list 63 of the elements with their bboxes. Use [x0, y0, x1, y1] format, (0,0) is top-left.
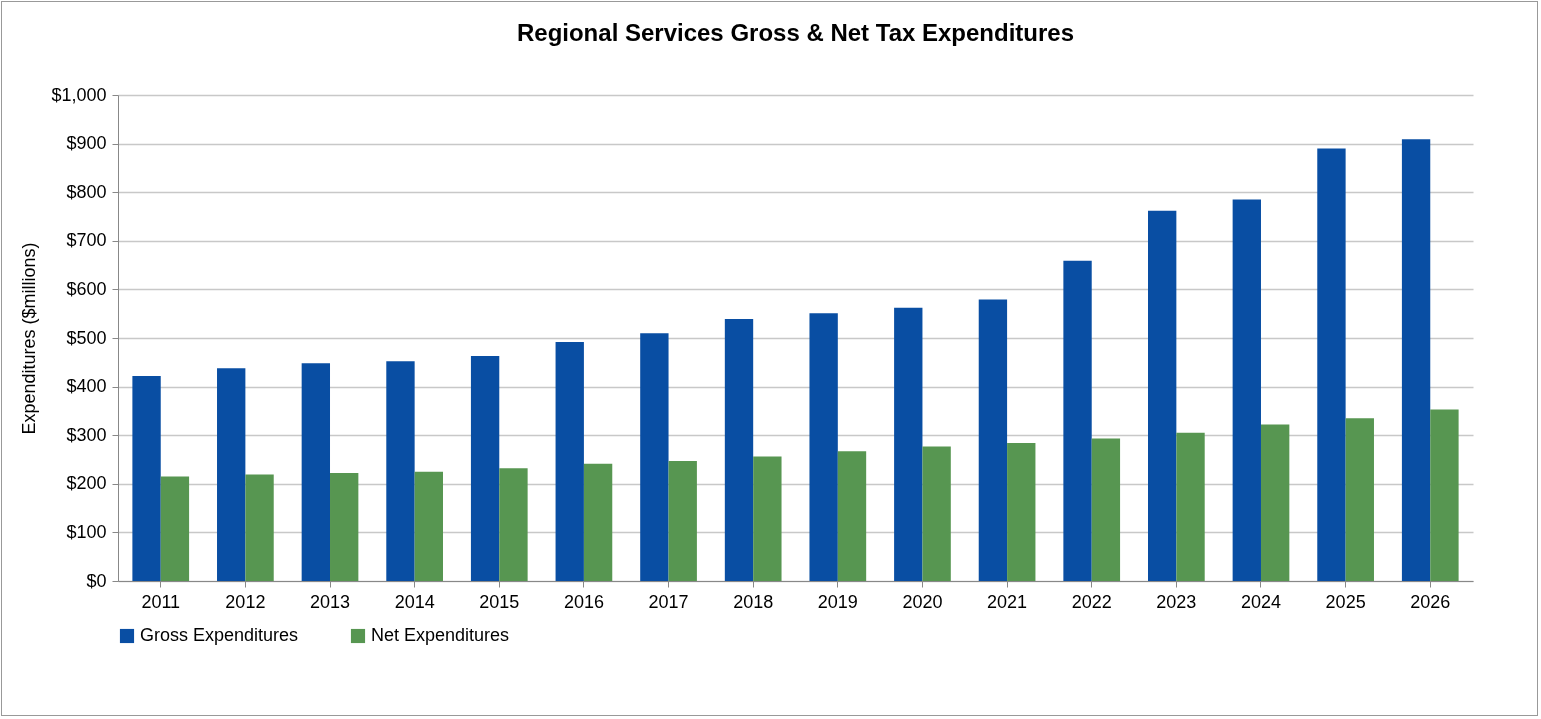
bar [640, 333, 669, 581]
legend-label: Net Expenditures [371, 625, 510, 645]
y-tick-label: $100 [66, 521, 107, 542]
bar [1317, 148, 1346, 581]
y-tick-label: $200 [66, 473, 107, 494]
x-tick-label: 2018 [733, 591, 774, 612]
bar [724, 319, 754, 581]
bar [1176, 432, 1205, 581]
bar [1232, 199, 1261, 581]
bar [1007, 442, 1036, 581]
bar [978, 299, 1008, 581]
y-tick-label: $1,000 [51, 84, 107, 105]
bar [922, 446, 951, 581]
bar [245, 474, 274, 581]
x-tick-label: 2026 [1410, 591, 1451, 612]
bar [160, 476, 190, 581]
y-tick-label: $600 [66, 278, 107, 299]
x-tick-label: 2023 [1156, 591, 1197, 612]
x-tick-label: 2025 [1325, 591, 1366, 612]
x-tick-label: 2020 [902, 591, 943, 612]
bar [1063, 260, 1092, 581]
x-tick-label: 2011 [141, 591, 181, 612]
bar [330, 473, 359, 581]
y-tick-label: $300 [66, 424, 107, 445]
bar [809, 313, 838, 581]
x-tick-label: 2017 [648, 591, 689, 612]
x-tick-label: 2015 [479, 591, 520, 612]
y-tick-label: $900 [66, 133, 107, 154]
bar [583, 463, 613, 581]
bar [217, 368, 246, 581]
bar [668, 460, 697, 581]
x-tick-label: 2024 [1240, 591, 1282, 612]
x-tick-label: 2016 [563, 591, 604, 612]
y-axis-title: Expenditures ($millions) [19, 242, 40, 435]
bar [837, 451, 867, 581]
bar [1148, 210, 1177, 581]
y-tick-label: $0 [86, 570, 107, 591]
y-tick-label: $500 [66, 327, 107, 348]
bar [555, 341, 584, 581]
bar [301, 363, 331, 581]
x-tick-label: 2019 [817, 591, 858, 612]
bar [470, 355, 500, 581]
bar [894, 307, 923, 581]
bar [499, 468, 528, 581]
x-tick-label: 2012 [225, 591, 266, 612]
bar [1430, 409, 1459, 581]
bar [132, 375, 161, 581]
bar [1260, 424, 1290, 581]
y-tick-label: $400 [66, 376, 107, 397]
bar [753, 456, 782, 581]
bar [1345, 418, 1374, 581]
y-tick-label: $800 [66, 181, 107, 202]
x-tick-label: 2022 [1071, 591, 1112, 612]
bar [414, 471, 443, 581]
x-tick-label: 2021 [987, 591, 1028, 612]
legend-label: Gross Expenditures [140, 625, 299, 645]
bar [1091, 438, 1121, 581]
y-tick-label: $700 [66, 230, 107, 251]
x-tick-label: 2014 [394, 591, 435, 612]
chart-title: Regional Services Gross & Net Tax Expenditures [516, 19, 1075, 46]
bar [1401, 139, 1431, 581]
bar [386, 361, 415, 581]
x-tick-label: 2013 [309, 591, 351, 612]
